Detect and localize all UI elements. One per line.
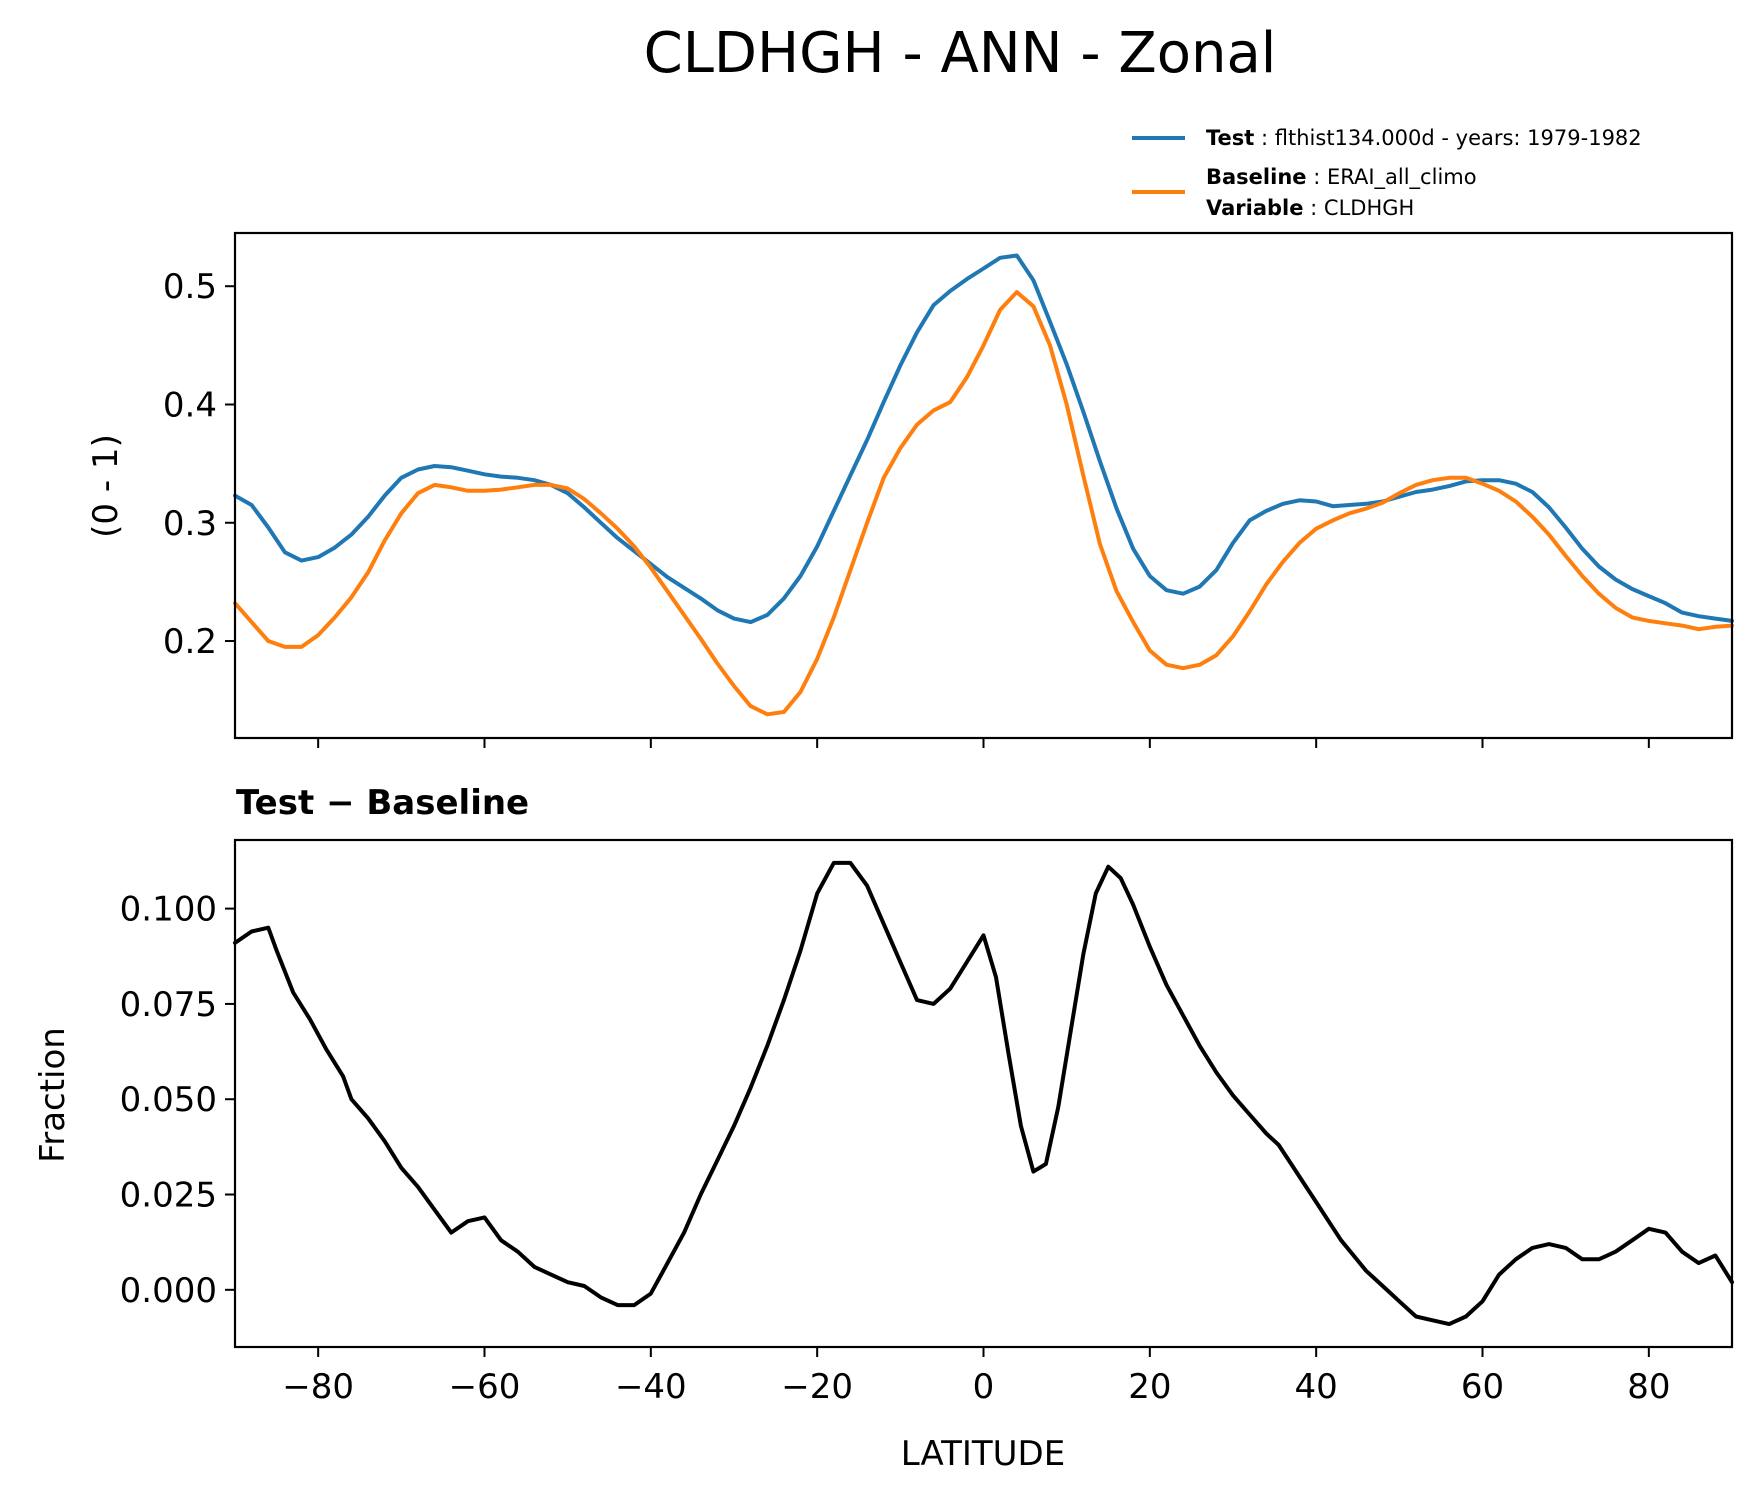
x-tick-label: −20	[781, 1367, 853, 1407]
legend: Test : flthist134.000d - years: 1979-198…	[1132, 126, 1642, 220]
bottom-panel-series	[233, 860, 1734, 1327]
bottom-axis-ticks: −80 −60 −40 −20 0 20 40 60 80 0.000 0.025 0.050 0.07…	[120, 890, 1671, 1407]
x-tick-label: −60	[449, 1367, 521, 1407]
x-tick-label: 40	[1295, 1367, 1338, 1407]
legend-variable-text: : CLDHGH	[1310, 196, 1414, 220]
legend-test-text: : flthist134.000d - years: 1979-1982	[1261, 126, 1642, 150]
x-tick-label: 20	[1128, 1367, 1171, 1407]
top-panel-frame	[233, 231, 1734, 740]
legend-baseline-entry: Baseline : ERAI_all_climo	[1206, 165, 1477, 190]
difference-series-line	[233, 860, 1734, 1327]
bottom-y-tick-label: 0.100	[120, 890, 217, 930]
legend-test-entry: Test : flthist134.000d - years: 1979-198…	[1206, 126, 1642, 150]
x-axis-label: LATITUDE	[901, 1434, 1065, 1474]
x-tick-label: −40	[615, 1367, 687, 1407]
legend-variable-entry: Variable : CLDHGH	[1206, 196, 1414, 220]
legend-test-key: Test	[1206, 126, 1254, 150]
x-tick-label: −80	[282, 1367, 354, 1407]
bottom-panel: Test − Baseline −80 −60 −40 −20 0 20 40 60 80 0.0…	[33, 783, 1734, 1474]
bottom-panel-ylabel: Fraction	[33, 1027, 73, 1163]
bottom-y-tick-label: 0.050	[120, 1080, 217, 1120]
bottom-panel-frame	[233, 838, 1734, 1349]
top-y-tick-label: 0.2	[163, 622, 217, 662]
bottom-y-tick-label: 0.025	[120, 1176, 217, 1216]
bottom-y-tick-label: 0.000	[120, 1271, 217, 1311]
legend-baseline-text: : ERAI_all_climo	[1313, 165, 1476, 190]
top-panel-series	[233, 253, 1734, 717]
x-tick-label: 0	[973, 1367, 995, 1407]
top-y-tick-label: 0.3	[163, 504, 217, 544]
baseline-series-line	[233, 290, 1734, 717]
top-y-tick-label: 0.5	[163, 267, 217, 307]
x-tick-label: 80	[1627, 1367, 1670, 1407]
top-axis-ticks: 0.2 0.3 0.4 0.5	[163, 267, 1650, 748]
legend-variable-key: Variable	[1206, 196, 1303, 220]
chart-title: CLDHGH - ANN - Zonal	[644, 21, 1277, 86]
top-panel: 0.2 0.3 0.4 0.5 (0 - 1)	[86, 231, 1734, 748]
bottom-y-tick-label: 0.075	[120, 985, 217, 1025]
top-panel-ylabel: (0 - 1)	[86, 434, 126, 538]
bottom-panel-title: Test − Baseline	[236, 783, 529, 823]
legend-baseline-key: Baseline	[1206, 165, 1307, 189]
top-y-tick-label: 0.4	[163, 385, 217, 425]
test-series-line	[233, 253, 1734, 625]
x-tick-label: 60	[1461, 1367, 1504, 1407]
